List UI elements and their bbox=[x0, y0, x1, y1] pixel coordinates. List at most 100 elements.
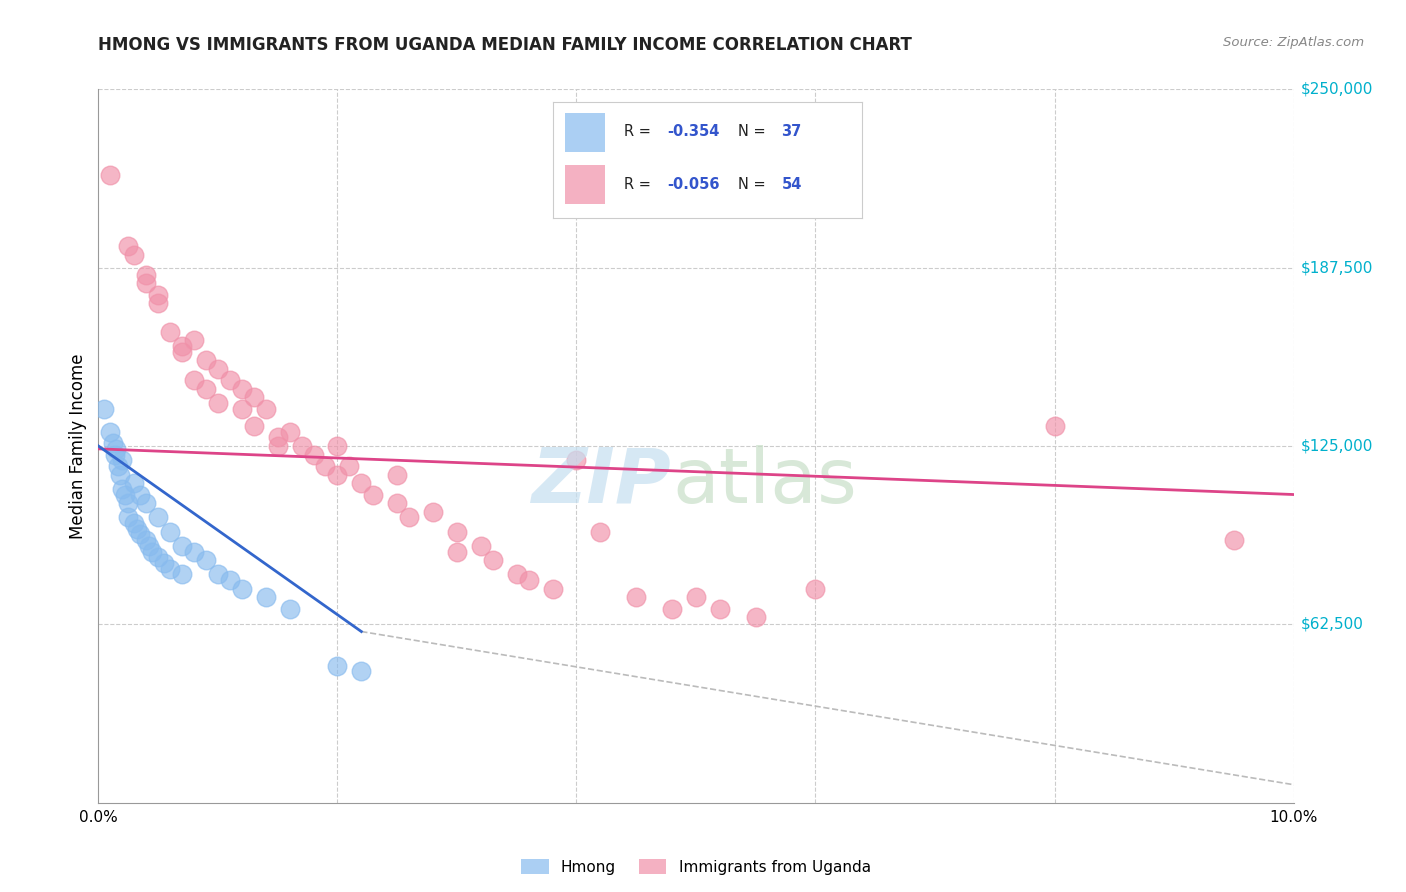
Text: $125,000: $125,000 bbox=[1301, 439, 1372, 453]
Point bbox=[138, 539, 160, 553]
Point bbox=[470, 539, 492, 553]
Point bbox=[267, 439, 290, 453]
Point bbox=[267, 430, 290, 444]
Point bbox=[589, 524, 612, 539]
Point bbox=[93, 401, 115, 416]
Point bbox=[339, 458, 360, 473]
Text: Source: ZipAtlas.com: Source: ZipAtlas.com bbox=[1223, 36, 1364, 49]
Point bbox=[290, 439, 312, 453]
Point bbox=[135, 496, 157, 510]
Point bbox=[363, 487, 385, 501]
Point bbox=[661, 601, 683, 615]
Point bbox=[98, 425, 122, 439]
Point bbox=[108, 467, 131, 482]
Text: 37: 37 bbox=[782, 124, 801, 139]
Legend: Hmong, Immigrants from Uganda: Hmong, Immigrants from Uganda bbox=[515, 853, 877, 880]
Point bbox=[278, 601, 301, 615]
Point bbox=[104, 448, 127, 462]
Text: -0.056: -0.056 bbox=[666, 177, 720, 192]
Point bbox=[350, 476, 373, 491]
Point bbox=[183, 373, 205, 387]
Point bbox=[124, 516, 146, 530]
Point bbox=[685, 591, 707, 605]
Point bbox=[124, 476, 146, 491]
Point bbox=[326, 467, 349, 482]
Point bbox=[194, 553, 218, 567]
Text: $187,500: $187,500 bbox=[1301, 260, 1372, 275]
Point bbox=[302, 448, 325, 462]
Point bbox=[105, 442, 128, 456]
Point bbox=[481, 553, 505, 567]
Point bbox=[1223, 533, 1246, 548]
Point bbox=[1043, 419, 1066, 434]
Point bbox=[172, 339, 194, 353]
Bar bbox=[565, 166, 605, 203]
Point bbox=[231, 582, 253, 596]
Point bbox=[183, 544, 205, 558]
Point bbox=[117, 496, 139, 510]
Text: atlas: atlas bbox=[672, 445, 856, 518]
Text: $250,000: $250,000 bbox=[1301, 82, 1372, 96]
Point bbox=[125, 522, 148, 536]
Point bbox=[446, 524, 468, 539]
Point bbox=[148, 550, 170, 565]
Text: N =: N = bbox=[738, 177, 770, 192]
Point bbox=[107, 458, 129, 473]
Point bbox=[129, 487, 152, 501]
Point bbox=[243, 419, 266, 434]
Point bbox=[172, 539, 194, 553]
Point bbox=[172, 567, 194, 582]
Point bbox=[124, 248, 146, 262]
Point bbox=[159, 524, 181, 539]
Point bbox=[194, 353, 218, 368]
Text: R =: R = bbox=[624, 124, 655, 139]
Point bbox=[745, 610, 768, 624]
Point bbox=[219, 573, 242, 587]
Text: $62,500: $62,500 bbox=[1301, 617, 1364, 632]
Point bbox=[117, 239, 139, 253]
Point bbox=[207, 362, 229, 376]
Point bbox=[98, 168, 122, 182]
Point bbox=[315, 458, 337, 473]
Text: N =: N = bbox=[738, 124, 770, 139]
Point bbox=[398, 510, 420, 524]
Point bbox=[153, 556, 176, 570]
Bar bbox=[565, 113, 605, 152]
Text: 54: 54 bbox=[782, 177, 801, 192]
Point bbox=[172, 344, 194, 359]
Point bbox=[326, 658, 349, 673]
Point bbox=[159, 325, 181, 339]
Point bbox=[111, 453, 134, 467]
Point bbox=[207, 396, 229, 410]
Point bbox=[194, 382, 218, 396]
Point bbox=[148, 510, 170, 524]
Point bbox=[148, 287, 170, 301]
Point bbox=[135, 277, 157, 291]
Point bbox=[135, 533, 157, 548]
Point bbox=[709, 601, 731, 615]
Y-axis label: Median Family Income: Median Family Income bbox=[69, 353, 87, 539]
Point bbox=[624, 591, 647, 605]
Point bbox=[111, 482, 134, 496]
Point bbox=[517, 573, 540, 587]
Text: HMONG VS IMMIGRANTS FROM UGANDA MEDIAN FAMILY INCOME CORRELATION CHART: HMONG VS IMMIGRANTS FROM UGANDA MEDIAN F… bbox=[98, 36, 912, 54]
Point bbox=[243, 391, 266, 405]
Text: -0.354: -0.354 bbox=[666, 124, 720, 139]
Point bbox=[326, 439, 349, 453]
Point bbox=[183, 334, 205, 348]
Point bbox=[231, 382, 253, 396]
Point bbox=[135, 268, 157, 282]
Point bbox=[385, 467, 409, 482]
Point bbox=[278, 425, 301, 439]
Point bbox=[114, 487, 136, 501]
Point bbox=[254, 401, 277, 416]
Text: R =: R = bbox=[624, 177, 655, 192]
Point bbox=[506, 567, 529, 582]
Point bbox=[231, 401, 253, 416]
Point bbox=[207, 567, 229, 582]
Point bbox=[804, 582, 827, 596]
Point bbox=[541, 582, 564, 596]
Point bbox=[254, 591, 277, 605]
Point bbox=[129, 527, 152, 541]
Point bbox=[117, 510, 139, 524]
